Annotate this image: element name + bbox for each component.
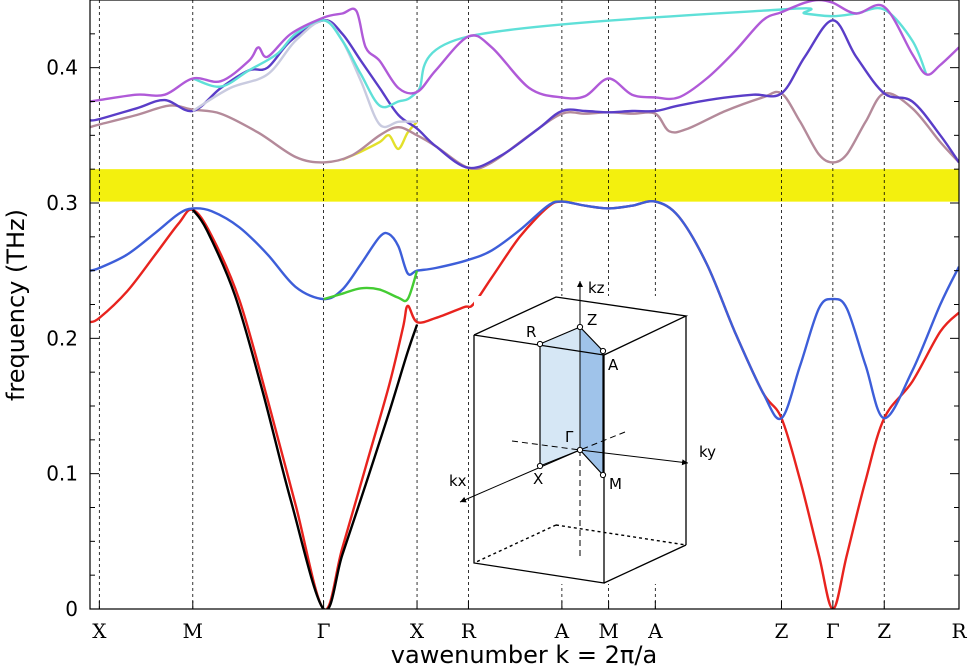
x-tick-label-7: A bbox=[647, 619, 663, 643]
cell-bottom-right-edge bbox=[603, 544, 687, 584]
point-m bbox=[599, 471, 607, 479]
inset-label-r: R bbox=[526, 323, 536, 341]
band-2 bbox=[90, 200, 959, 421]
x-tick-label-3: X bbox=[410, 619, 425, 643]
x-tick-label-5: A bbox=[554, 619, 570, 643]
x-axis-title: vawenumber k = 2π/a bbox=[391, 641, 657, 667]
x-tick-label-2: Γ bbox=[317, 619, 331, 643]
cell-top-edges bbox=[473, 296, 689, 356]
y-tick-label: 0.1 bbox=[46, 462, 78, 486]
band-3 bbox=[323, 270, 419, 303]
kx-axis-dashed bbox=[579, 431, 626, 451]
inset-label-m: M bbox=[609, 475, 622, 493]
y-tick-label: 0 bbox=[65, 597, 78, 621]
kx-axis bbox=[459, 449, 581, 503]
plane-gamma-m-a-z bbox=[580, 327, 603, 475]
y-tick-label: 0.3 bbox=[46, 191, 78, 215]
band-7 bbox=[192, 19, 418, 129]
x-tick-label-4: R bbox=[461, 619, 477, 643]
inset-label-gamma: Γ bbox=[565, 428, 574, 446]
plane-gamma-x-r-z bbox=[540, 327, 580, 466]
ky-axis-dashed bbox=[511, 440, 581, 451]
point-z bbox=[576, 323, 584, 331]
x-tick-label-0: X bbox=[92, 619, 107, 643]
x-tick-label-10: Z bbox=[877, 619, 891, 643]
band-1 bbox=[191, 209, 419, 609]
band-4 bbox=[341, 121, 418, 161]
inset-label-z: Z bbox=[587, 311, 597, 329]
x-tick-label-1: M bbox=[183, 619, 203, 643]
edge-z-a bbox=[579, 326, 604, 352]
band-0 bbox=[90, 200, 959, 609]
inset-label-kz: kz bbox=[588, 279, 605, 297]
y-axis-ticks: 0 0.1 0.2 0.3 0.4 bbox=[46, 0, 959, 621]
inset-label-a: A bbox=[608, 356, 619, 374]
inset-label-ky: ky bbox=[699, 443, 716, 461]
point-a bbox=[599, 347, 607, 355]
x-tick-label-6: M bbox=[598, 619, 618, 643]
ky-axis bbox=[579, 449, 689, 466]
y-tick-label: 0.2 bbox=[46, 326, 78, 350]
edge-r-z bbox=[539, 326, 581, 345]
edge-gamma-m bbox=[579, 449, 604, 476]
y-axis-title: frequency (THz) bbox=[2, 209, 30, 401]
x-tick-label-9: Γ bbox=[826, 619, 840, 643]
band-8 bbox=[192, 6, 928, 109]
band-gap-region bbox=[90, 169, 959, 202]
point-x bbox=[536, 462, 544, 470]
inset-label-kx: kx bbox=[449, 472, 467, 490]
cell-hidden-edge-1 bbox=[555, 524, 687, 546]
brillouin-zone-inset: kz ky kx R Z A Γ X M bbox=[449, 279, 716, 584]
band-5 bbox=[90, 90, 959, 171]
y-tick-label: 0.4 bbox=[46, 56, 78, 80]
point-gamma bbox=[576, 446, 584, 454]
inset-label-x: X bbox=[533, 470, 543, 488]
x-tick-label-8: Z bbox=[775, 619, 789, 643]
point-r bbox=[536, 340, 544, 348]
x-tick-label-11: R bbox=[951, 619, 967, 643]
